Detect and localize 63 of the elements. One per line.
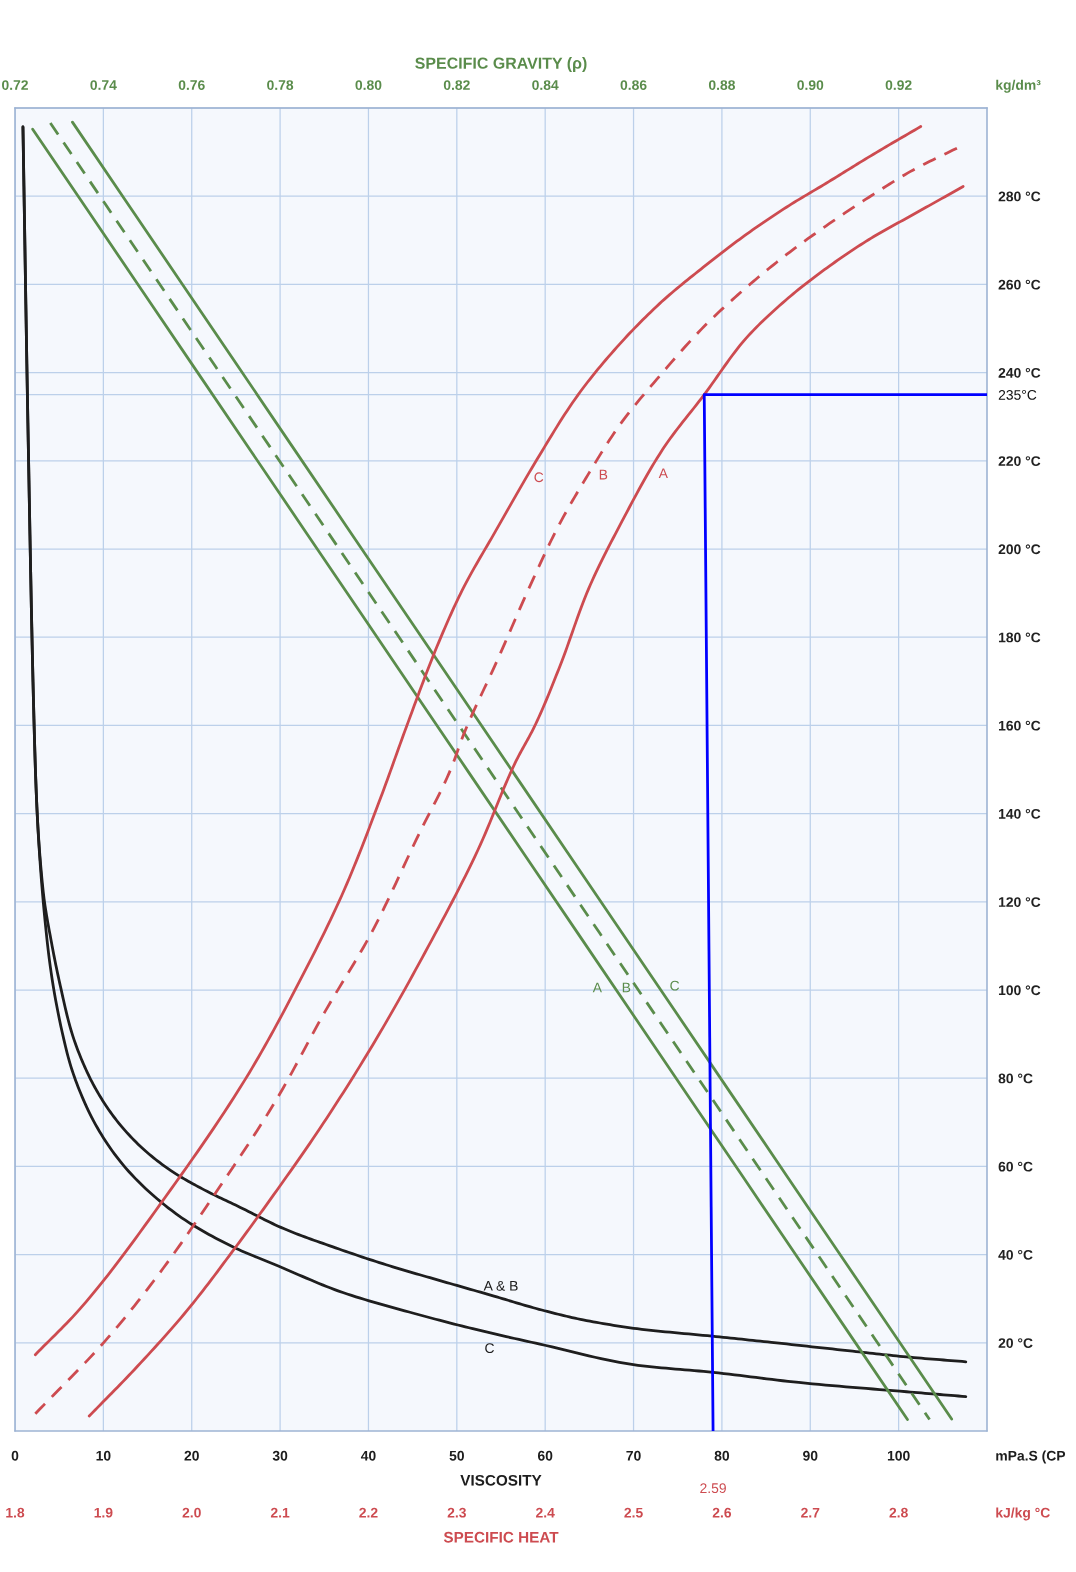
x-tick-label: 1.9 — [94, 1507, 113, 1518]
text: mPa.S (CP — [996, 1450, 1066, 1464]
x-tick-label: 2.4 — [536, 1507, 555, 1518]
y-tick-label: 180 °C — [998, 632, 1041, 643]
text: kg/dm³ — [996, 79, 1041, 93]
x-tick-label: 20 — [184, 1450, 199, 1461]
y-tick-label: 240 °C — [998, 367, 1041, 378]
x2-axis-title: SPECIFIC GRAVITY (ρ) — [415, 57, 587, 72]
x-tick-label: 2.7 — [801, 1507, 820, 1518]
text: kJ/kg °C — [996, 1507, 1050, 1521]
x-tick-label: 40 — [360, 1450, 376, 1461]
x-tick-label: 2.2 — [359, 1507, 378, 1518]
y-tick-label: 160 °C — [998, 720, 1041, 731]
x-tick-label: 100 — [887, 1450, 910, 1461]
y-tick-label: 100 °C — [998, 985, 1041, 996]
y-tick-label: 40 °C — [998, 1249, 1033, 1260]
y-tick-label: 80 °C — [998, 1073, 1033, 1084]
y-tick-label: 140 °C — [998, 808, 1041, 819]
x-tick-label: 10 — [96, 1450, 111, 1461]
y-tick-label: 20 °C — [998, 1338, 1033, 1348]
x-tick-label: 30 — [272, 1450, 288, 1461]
x-tick-label: 2.8 — [889, 1507, 908, 1518]
x-tick-label: 2.0 — [182, 1507, 201, 1518]
x2-tick-label: 0.74 — [90, 80, 117, 90]
series-label: C — [534, 472, 544, 483]
series-label: A — [658, 468, 668, 479]
y-tick-label: 220 °C — [998, 456, 1041, 466]
x-tick-label: 70 — [626, 1450, 641, 1461]
x-tick-label: 2.6 — [712, 1507, 732, 1518]
y-tick-label: 235°C — [998, 389, 1037, 400]
x2-tick-label: 0.84 — [532, 80, 559, 90]
x-tick-label: 2.1 — [270, 1507, 290, 1518]
x-tick-label: 60 — [537, 1450, 553, 1461]
x-tick-label: 2.3 — [447, 1507, 466, 1518]
series-label: A & B — [483, 1281, 518, 1291]
x-tick-label: 80 — [714, 1450, 730, 1461]
x2-tick-label: 0.90 — [797, 80, 824, 90]
series-label: C — [670, 980, 680, 991]
x-tick-label: 2.5 — [624, 1507, 643, 1518]
y-tick-label: 280 °C — [998, 191, 1041, 202]
x-tick-label: 0 — [11, 1450, 19, 1461]
y-tick-label: 120 °C — [998, 897, 1041, 907]
text: 2.59 — [700, 1483, 726, 1494]
x2-tick-label: 0.82 — [443, 80, 470, 90]
x-axis-title: SPECIFIC HEAT — [443, 1531, 559, 1543]
x2-tick-label: 0.92 — [885, 80, 912, 90]
x2-tick-label: 0.78 — [267, 80, 294, 90]
x-axis-title: VISCOSITY — [460, 1474, 542, 1486]
x2-tick-label: 0.88 — [708, 80, 735, 90]
x2-tick-label: 0.76 — [178, 80, 205, 90]
y-tick-label: 200 °C — [998, 544, 1041, 555]
y-tick-label: 260 °C — [998, 279, 1041, 290]
x2-tick-label: 0.72 — [2, 80, 28, 90]
series-label: B — [622, 982, 631, 993]
y-tick-label: 60 °C — [998, 1161, 1033, 1172]
series-label: B — [599, 469, 608, 480]
x-tick-label: 1.8 — [6, 1507, 25, 1518]
series-label: C — [485, 1343, 495, 1354]
x-tick-label: 50 — [449, 1450, 464, 1461]
series-label: A — [592, 982, 602, 993]
x2-tick-label: 0.80 — [355, 80, 382, 90]
x2-tick-label: 0.86 — [620, 80, 647, 90]
x-tick-label: 90 — [803, 1450, 818, 1461]
